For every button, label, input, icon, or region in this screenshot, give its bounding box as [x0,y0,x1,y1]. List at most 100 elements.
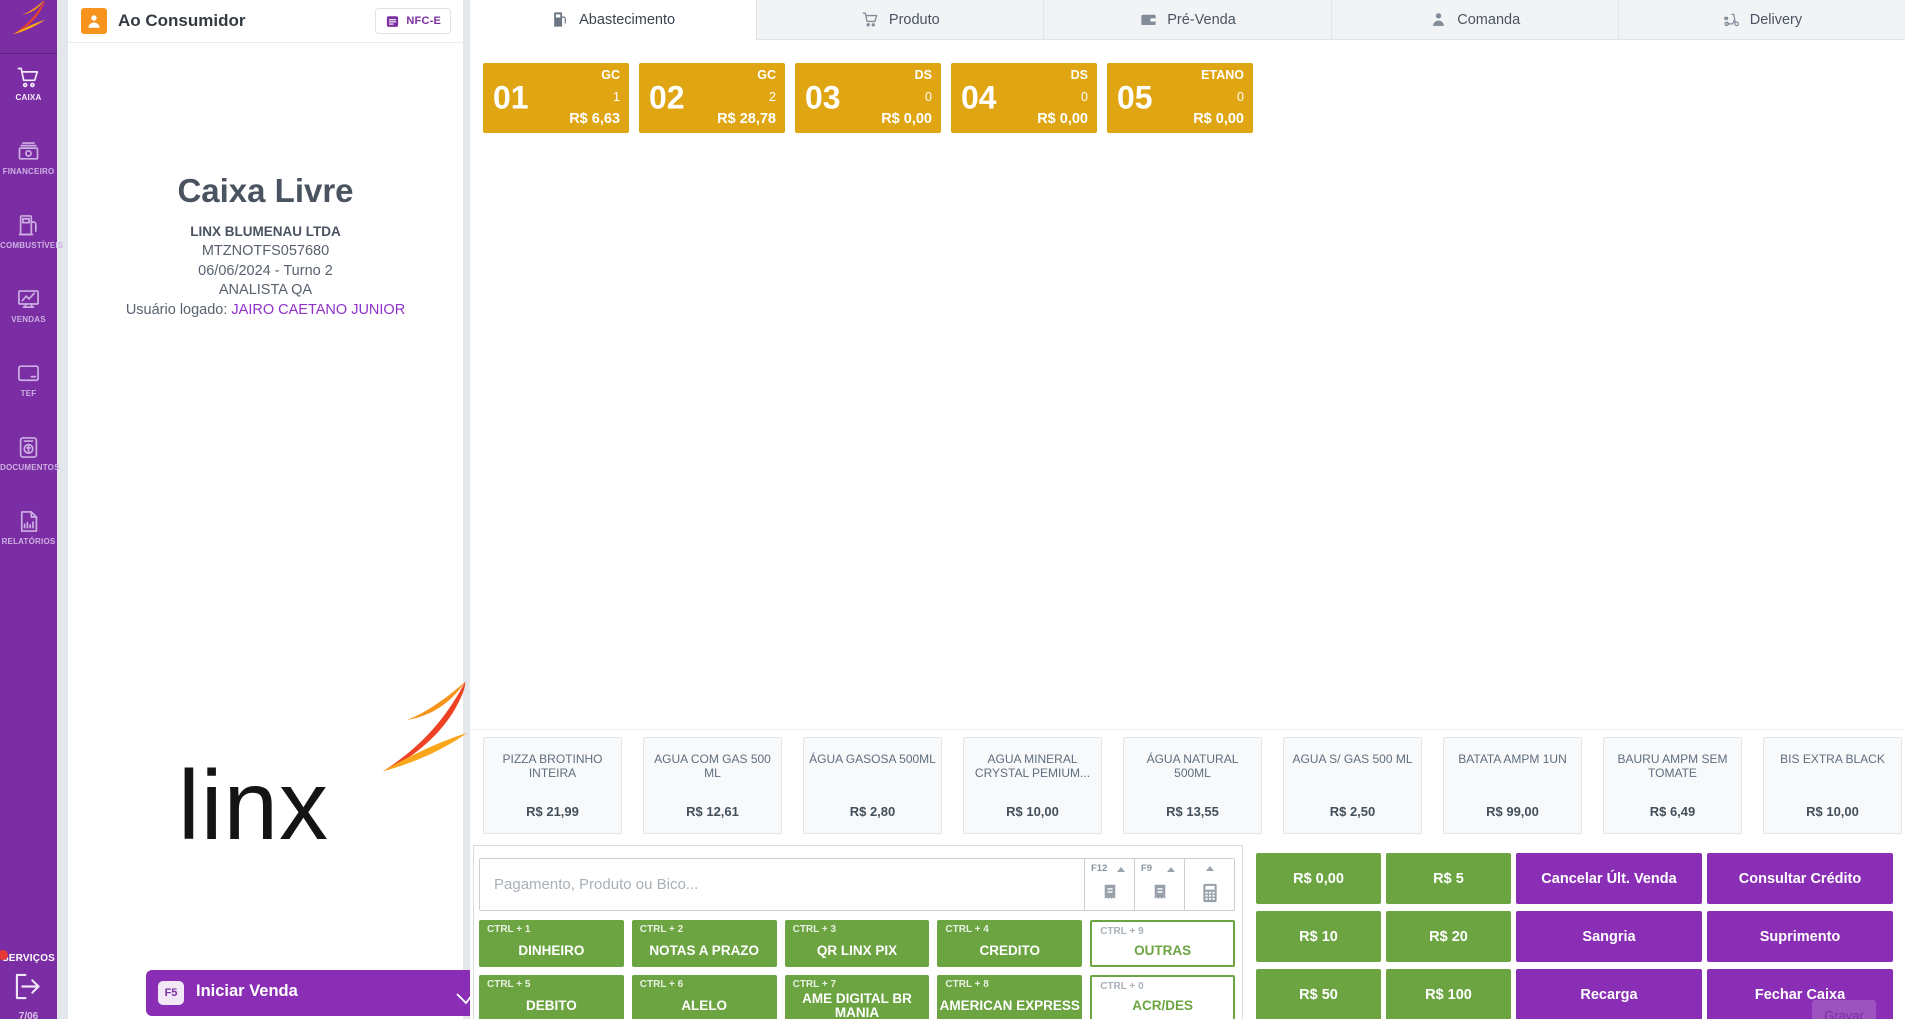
tab-label: Produto [888,11,940,28]
value-button-5[interactable]: R$ 5 [1386,853,1511,904]
sidebar-item-servicos[interactable]: SERVIÇOS [0,948,57,966]
value-button-0[interactable]: R$ 0,00 [1256,853,1381,904]
payment-panel: F12 F9 [473,845,1243,1019]
cart-icon [15,64,42,91]
notification-dot [0,950,8,960]
session-shift: 06/06/2024 - Turno 2 [198,262,333,279]
sidebar-item-label: DOCUMENTOS [0,463,60,472]
main-area: Abastecimento Produto Pré-Venda [470,0,1905,1019]
sidebar-item-financeiro[interactable]: FINANCEIRO [0,138,57,208]
product-shortcuts: PIZZA BROTINHO INTEIRA R$ 21,99 AGUA COM … [483,737,1902,834]
iniciar-venda-button[interactable]: F5 Iniciar Venda [146,970,506,1016]
sidebar-item-label: COMBUSTÍVEIS [0,241,64,250]
tab-comanda[interactable]: Comanda [1330,0,1618,40]
sidebar-item-caixa[interactable]: CAIXA [0,64,57,134]
divider [470,729,1905,730]
payment-credito[interactable]: CTRL + 4 CREDITO [937,920,1083,967]
value-button-20[interactable]: R$ 20 [1386,911,1511,962]
consumer-panel: Ao Consumidor NFC-E Caixa Livre LINX BLU… [68,0,506,1019]
sidebar-item-relatorios[interactable]: RELATÓRIOS [0,508,57,578]
product-button[interactable]: AGUA MINERAL CRYSTAL PEMIUM... R$ 10,00 [963,737,1102,834]
up-triangle-icon [1205,866,1214,871]
pump-count: 2 [769,89,776,104]
up-triangle-icon [1167,867,1175,872]
tab-label: Delivery [1749,11,1803,28]
payment-ame-digital[interactable]: CTRL + 7 AME DIGITAL BR MANIA [784,975,930,1019]
recarga-button[interactable]: Recarga [1516,969,1702,1019]
nfce-badge[interactable]: NFC-E [375,8,451,34]
pump-tiles: 01 GC 1 R$ 6,63 02 GC 2 R$ 28,78 03 DS 0 R$ 0,… [483,63,1253,133]
pump-tile-02[interactable]: 02 GC 2 R$ 28,78 [639,63,785,133]
pump-tile-03[interactable]: 03 DS 0 R$ 0,00 [795,63,941,133]
pump-total: R$ 0,00 [1193,111,1244,127]
product-button[interactable]: AGUA COM GAS 500 ML R$ 12,61 [643,737,782,834]
pump-tile-05[interactable]: 05 ETANO 0 R$ 0,00 [1107,63,1253,133]
product-button[interactable]: PIZZA BROTINHO INTEIRA R$ 21,99 [483,737,622,834]
linx-swoosh-icon [8,0,50,48]
pump-fuel: GC [601,68,620,82]
pump-fuel: DS [914,68,932,82]
payment-notas-a-prazo[interactable]: CTRL + 2 NOTAS A PRAZO [631,920,777,967]
payment-dinheiro[interactable]: CTRL + 1 DINHEIRO [479,920,624,967]
pump-count: 1 [613,89,620,104]
pump-total: R$ 28,78 [717,111,776,127]
cart-icon [861,10,880,29]
sangria-button[interactable]: Sangria [1516,911,1702,962]
sidebar-item-combustiveis[interactable]: COMBUSTÍVEIS [0,212,64,282]
receipt-icon [1104,884,1115,899]
sidebar-item-label: CAIXA [15,93,42,102]
product-button[interactable]: ÁGUA GASOSA 500ML R$ 2,80 [803,737,942,834]
product-button[interactable]: ÁGUA NATURAL 500ML R$ 13,55 [1123,737,1262,834]
search-input[interactable] [480,859,1084,910]
tab-delivery[interactable]: Delivery [1617,0,1905,40]
logout-arrow-icon[interactable] [10,968,47,1005]
tab-label: Pré-Venda [1167,11,1236,28]
suprimento-button[interactable]: Suprimento [1707,911,1893,962]
quick-actions-grid: R$ 0,00 R$ 5 Cancelar Últ. Venda Consult… [1256,853,1893,1019]
sidebar-item-documentos[interactable]: DOCUMENTOS [0,434,60,504]
tab-abastecimento[interactable]: Abastecimento [470,0,757,40]
cancel-last-sale-button[interactable]: Cancelar Últ. Venda [1516,853,1702,904]
payment-outras[interactable]: CTRL + 9 OUTRAS [1090,920,1235,967]
value-button-100[interactable]: R$ 100 [1386,969,1511,1019]
pump-fuel: ETANO [1201,68,1244,82]
clipped-footer-text: 7/06 [18,1011,39,1019]
company-name: LINX BLUMENAU LTDA [190,224,341,239]
logged-user-name: JAIRO CAETANO JUNIOR [231,301,406,318]
pump-tile-01[interactable]: 01 GC 1 R$ 6,63 [483,63,629,133]
product-button[interactable]: BIS EXTRA BLACK R$ 10,00 [1763,737,1902,834]
start-sale-label: Iniciar Venda [196,982,298,1000]
product-button[interactable]: AGUA S/ GAS 500 ML R$ 2,50 [1283,737,1422,834]
value-button-10[interactable]: R$ 10 [1256,911,1381,962]
fuel-pump-icon [15,212,42,239]
consumer-person-icon [81,8,107,34]
scooter-icon [1722,10,1741,29]
payment-acr-des[interactable]: CTRL + 0 ACR/DES [1090,975,1235,1019]
tab-produto[interactable]: Produto [756,0,1044,40]
receipt-f12-button[interactable]: F12 [1084,859,1134,910]
f5-key-badge: F5 [158,981,184,1005]
wallet-icon [1139,10,1158,29]
fechar-caixa-button[interactable]: Fechar Caixa [1707,969,1893,1019]
consult-credit-button[interactable]: Consultar Crédito [1707,853,1893,904]
payment-american-express[interactable]: CTRL + 8 AMERICAN EXPRESS [937,975,1083,1019]
payment-qr-linx-pix[interactable]: CTRL + 3 QR LINX PIX [784,920,930,967]
pump-total: R$ 6,63 [569,111,620,127]
product-button[interactable]: BATATA AMPM 1UN R$ 99,00 [1443,737,1582,834]
linx-logo-text: linx [178,750,330,860]
tab-pre-venda[interactable]: Pré-Venda [1043,0,1331,40]
tab-label: Abastecimento [579,11,676,28]
pump-tile-04[interactable]: 04 DS 0 R$ 0,00 [951,63,1097,133]
fuel-pump-icon [551,10,570,29]
value-button-50[interactable]: R$ 50 [1256,969,1381,1019]
sidebar-item-tef[interactable]: TEF [0,360,57,430]
calculator-button[interactable] [1184,859,1234,910]
payment-alelo[interactable]: CTRL + 6 ALELO [631,975,777,1019]
sidebar-item-vendas[interactable]: VENDAS [0,286,57,356]
coin-machine-icon [15,434,42,461]
gravar-ghost-button: Gravar [1812,1000,1876,1019]
payment-debito[interactable]: CTRL + 5 DEBITO [479,975,624,1019]
receipt-f9-button[interactable]: F9 [1134,859,1184,910]
sidebar-item-label: FINANCEIRO [2,167,55,176]
product-button[interactable]: BAURU AMPM SEM TOMATE R$ 6,49 [1603,737,1742,834]
